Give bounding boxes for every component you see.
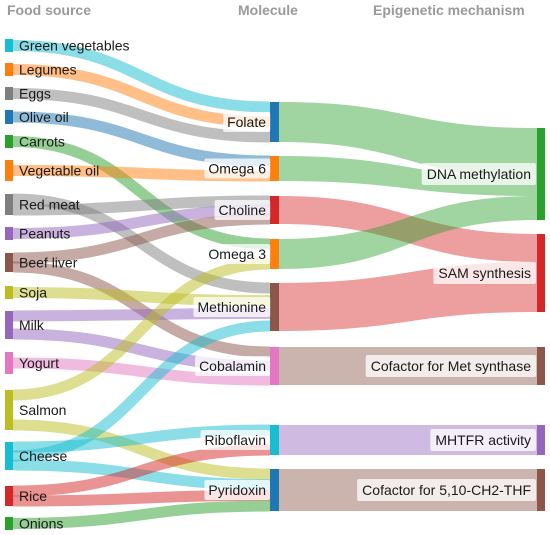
food-label-onions: Onions bbox=[19, 516, 63, 532]
mechanism-label-met-synthase: Cofactor for Met synthase bbox=[371, 358, 532, 374]
food-label-peanuts: Peanuts bbox=[19, 226, 70, 242]
food-label-soja: Soja bbox=[19, 285, 47, 301]
node-food-rice bbox=[5, 486, 13, 506]
node-molecule-pyridoxin bbox=[270, 469, 279, 511]
node-mechanism-cofactor-thf bbox=[537, 469, 545, 511]
food-label-salmon: Salmon bbox=[19, 402, 66, 418]
node-food-olive-oil bbox=[5, 110, 13, 124]
food-label-milk: Milk bbox=[19, 317, 45, 333]
node-mechanism-met-synthase bbox=[537, 347, 545, 385]
node-food-cheese bbox=[5, 442, 13, 470]
food-label-red-meat: Red meat bbox=[19, 197, 80, 213]
node-food-legumes bbox=[5, 63, 13, 76]
node-molecule-riboflavin bbox=[270, 425, 279, 455]
node-food-soja bbox=[5, 286, 13, 299]
molecule-label-bg-methionine bbox=[193, 297, 271, 317]
node-food-onions bbox=[5, 517, 13, 530]
food-label-eggs: Eggs bbox=[19, 86, 51, 102]
node-molecule-cobalamin bbox=[270, 347, 279, 385]
food-label-carrots: Carrots bbox=[19, 134, 65, 150]
link-omega3-to-dna-meth bbox=[279, 196, 537, 269]
link-folate-to-dna-meth bbox=[279, 102, 537, 178]
header-epigenetic-mechanism: Epigenetic mechanism bbox=[373, 2, 525, 18]
node-molecule-choline bbox=[270, 196, 279, 224]
molecule-label-bg-omega6 bbox=[204, 158, 271, 179]
link-salmon-to-pyridoxin bbox=[12, 419, 271, 480]
header-food-source: Food source bbox=[7, 2, 91, 18]
food-label-yogurt: Yogurt bbox=[19, 355, 59, 371]
labels-layer: Food source Molecule Epigenetic mechanis… bbox=[7, 2, 537, 532]
food-label-legumes: Legumes bbox=[19, 62, 77, 78]
node-food-yogurt bbox=[5, 352, 13, 374]
molecule-label-bg-omega3 bbox=[204, 244, 271, 264]
node-molecule-folate bbox=[270, 102, 279, 142]
molecule-label-choline: Choline bbox=[219, 202, 267, 218]
node-food-red-meat bbox=[5, 194, 13, 215]
molecule-label-riboflavin: Riboflavin bbox=[205, 432, 266, 448]
mechanism-label-dna-meth: DNA methylation bbox=[427, 166, 531, 182]
food-label-beef-liver: Beef liver bbox=[19, 255, 78, 271]
link-omega6-to-dna-meth bbox=[279, 156, 537, 196]
food-label-green-veg: Green vegetables bbox=[19, 38, 130, 54]
link-rice-to-riboflavin bbox=[12, 444, 271, 497]
link-eggs-to-folate bbox=[12, 88, 271, 143]
mechanism-label-sam-synth: SAM synthesis bbox=[438, 265, 531, 281]
node-food-milk bbox=[5, 311, 13, 339]
nodes-layer bbox=[5, 39, 545, 530]
node-food-eggs bbox=[5, 87, 13, 100]
node-food-carrots bbox=[5, 135, 13, 148]
mechanism-label-mhtfr: MHTFR activity bbox=[435, 432, 531, 448]
molecule-label-methionine: Methionine bbox=[198, 299, 267, 315]
link-choline-to-sam-synth bbox=[279, 196, 537, 262]
food-label-rice: Rice bbox=[19, 488, 47, 504]
link-carrots-to-omega3 bbox=[12, 136, 271, 250]
link-yogurt-to-cobalamin bbox=[12, 357, 271, 386]
header-molecule: Molecule bbox=[238, 2, 298, 18]
molecule-label-omega3: Omega 3 bbox=[208, 246, 266, 262]
node-mechanism-mhtfr bbox=[537, 425, 545, 455]
link-onions-to-pyridoxin bbox=[12, 500, 271, 529]
molecule-label-folate: Folate bbox=[227, 114, 266, 130]
molecule-label-bg-choline bbox=[214, 200, 271, 220]
node-mechanism-dna-meth bbox=[537, 128, 545, 220]
molecule-label-omega6: Omega 6 bbox=[208, 161, 266, 177]
node-food-salmon bbox=[5, 390, 13, 430]
molecule-label-pyridoxin: Pyridoxin bbox=[208, 482, 266, 498]
node-food-green-veg bbox=[5, 39, 13, 52]
molecule-label-bg-folate bbox=[223, 112, 271, 132]
food-label-cheese: Cheese bbox=[19, 448, 67, 464]
node-molecule-omega6 bbox=[270, 156, 279, 181]
mechanism-label-bg-cofactor-thf bbox=[357, 479, 536, 501]
node-mechanism-sam-synth bbox=[537, 234, 545, 312]
node-food-veg-oil bbox=[5, 160, 13, 181]
node-food-peanuts bbox=[5, 227, 13, 240]
link-cheese-to-methionine bbox=[12, 320, 271, 462]
mechanism-label-bg-mhtfr bbox=[430, 429, 536, 451]
link-green-veg-to-folate bbox=[12, 40, 271, 113]
molecule-label-bg-riboflavin bbox=[200, 430, 270, 450]
link-salmon-to-omega3 bbox=[12, 258, 271, 401]
food-label-olive-oil: Olive oil bbox=[19, 109, 69, 125]
molecule-label-cobalamin: Cobalamin bbox=[199, 358, 266, 374]
food-label-veg-oil: Vegetable oil bbox=[19, 163, 99, 179]
mechanism-label-cofactor-thf: Cofactor for 5,10-CH2-THF bbox=[362, 482, 531, 498]
molecule-label-bg-pyridoxin bbox=[204, 480, 270, 500]
mechanism-label-bg-sam-synth bbox=[433, 262, 536, 284]
mechanism-label-bg-dna-meth bbox=[421, 163, 536, 185]
link-beef-liver-to-choline bbox=[12, 213, 271, 264]
node-molecule-methionine bbox=[270, 283, 279, 331]
node-molecule-omega3 bbox=[270, 239, 279, 269]
molecule-label-bg-cobalamin bbox=[195, 356, 270, 376]
mechanism-label-bg-met-synthase bbox=[365, 355, 537, 377]
node-food-beef-liver bbox=[5, 253, 13, 272]
